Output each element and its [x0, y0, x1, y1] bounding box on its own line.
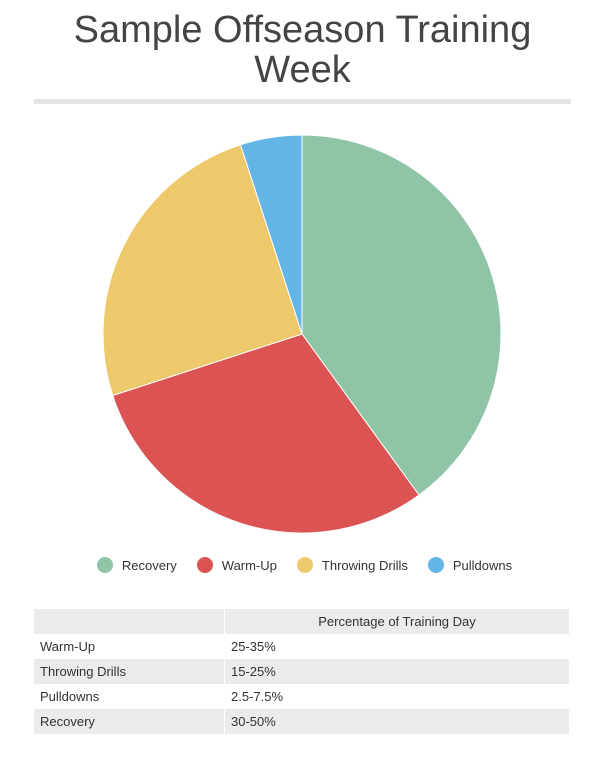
legend-item-warm-up[interactable]: Warm-Up: [196, 557, 277, 573]
legend-item-throwing-drills[interactable]: Throwing Drills: [296, 557, 408, 573]
table-cell: Recovery: [34, 709, 225, 734]
legend-swatch-pulldowns: [427, 557, 444, 573]
legend-swatch-throwing-drills: [296, 557, 313, 573]
legend-label-pulldowns: Pulldowns: [452, 557, 513, 573]
training-table: Percentage of Training Day Warm-Up 25-35…: [34, 609, 569, 734]
table-header-cell: Percentage of Training Day: [224, 609, 569, 634]
table-cell: Pulldowns: [34, 684, 225, 709]
legend-label-recovery: Recovery: [121, 557, 177, 573]
table-cell: 30-50%: [224, 709, 569, 734]
table-cell: Throwing Drills: [34, 659, 225, 684]
table-cell: 25-35%: [231, 639, 276, 654]
legend-swatch-warm-up: [196, 557, 213, 573]
table-header-cell: [34, 609, 225, 634]
pie-chart: [102, 134, 502, 534]
title-divider: [34, 99, 571, 104]
table-cell: Warm-Up: [34, 634, 225, 659]
table-cell: 2.5-7.5%: [231, 689, 284, 704]
legend-swatch-recovery: [96, 557, 113, 573]
pie-slice-recovery[interactable]: [301, 134, 502, 496]
table-header-row: Percentage of Training Day: [34, 609, 569, 634]
legend-item-pulldowns[interactable]: Pulldowns: [427, 557, 513, 573]
pie-slice-throwing-drills[interactable]: [102, 144, 303, 397]
pie-slice-pulldowns[interactable]: [239, 134, 303, 335]
chart-legend: Recovery Warm-Up Throwing Drills Pulldow…: [0, 557, 609, 573]
chart-title: Sample Offseason Training Week: [73, 9, 532, 91]
legend-label-throwing-drills: Throwing Drills: [321, 557, 408, 573]
table-row: Recovery 30-50%: [34, 709, 569, 734]
legend-item-recovery[interactable]: Recovery: [96, 557, 177, 573]
legend-label-warm-up: Warm-Up: [221, 557, 277, 573]
pie-slice-warm-up[interactable]: [112, 333, 420, 534]
table-row: Warm-Up 25-35%: [34, 634, 569, 659]
table-row: Throwing Drills 15-25%: [34, 659, 569, 684]
table-cell: 15-25%: [224, 659, 569, 684]
table-row: Pulldowns 2.5-7.5%: [34, 684, 569, 709]
